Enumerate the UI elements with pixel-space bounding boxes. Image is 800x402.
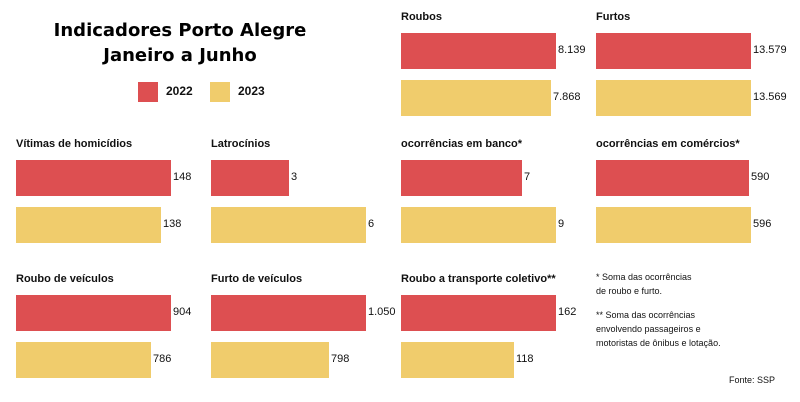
panel-9-value-2022: 162	[558, 306, 577, 318]
panel-1-title: Roubos	[401, 11, 442, 23]
panel-5-value-2023: 9	[558, 218, 565, 230]
panel-5: ocorrências em banco* 7 9	[401, 138, 591, 256]
panel-3: Vítimas de homicídios 148 138	[16, 138, 206, 256]
panel-2-value-2022: 13.579	[753, 44, 787, 56]
panel-7-value-2023: 786	[153, 353, 172, 365]
panel-7-bar-2022	[16, 295, 171, 331]
panel-7-title: Roubo de veículos	[16, 273, 114, 285]
panel-3-bar-2022	[16, 160, 171, 196]
panel-8-value-2022: 1.050	[368, 306, 396, 318]
panel-9-bar-2022	[401, 295, 556, 331]
footnotes: * Soma das ocorrências de roubo e furto.…	[596, 270, 796, 360]
panel-4: Latrocínios 3 6	[211, 138, 401, 256]
legend-label-2023: 2023	[238, 84, 265, 98]
panel-7: Roubo de veículos 904 786	[16, 273, 206, 391]
panel-9-value-2023: 118	[516, 353, 534, 365]
panel-8-value-2023: 798	[331, 353, 350, 365]
panel-6-bar-2023	[596, 207, 751, 243]
panel-3-title: Vítimas de homicídios	[16, 138, 133, 150]
panel-2-bar-2023	[596, 80, 751, 116]
chart-title: Indicadores Porto Alegre Janeiro a Junho	[30, 18, 330, 68]
panel-2: Furtos 13.579 13.569	[596, 11, 787, 129]
panel-4-value-2022: 3	[291, 171, 298, 183]
panel-7-bar-2023	[16, 342, 151, 378]
panel-1-bar-2022	[401, 33, 556, 69]
panel-6: ocorrências em comércios* 590 596	[596, 138, 786, 256]
panel-9-title: Roubo a transporte coletivo**	[401, 273, 556, 285]
panel-8-title: Furto de veículos	[211, 273, 303, 285]
panel-8-bar-2022	[211, 295, 366, 331]
footnote-2-line-3: motoristas de ônibus e lotação.	[596, 338, 721, 348]
panel-6-value-2023: 596	[753, 218, 772, 230]
panel-4-title: Latrocínios	[211, 138, 271, 150]
panel-5-value-2022: 7	[524, 171, 531, 183]
panel-8: Furto de veículos 1.050 798	[211, 273, 401, 391]
panel-9-bar-2023	[401, 342, 514, 378]
footnote-2: ** Soma das ocorrências envolvendo passa…	[596, 308, 796, 350]
source-credit: Fonte: SSP	[728, 375, 775, 385]
panel-2-bar-2022	[596, 33, 751, 69]
panel-9: Roubo a transporte coletivo** 162 118	[401, 273, 591, 391]
footnote-2-line-1: ** Soma das ocorrências	[596, 310, 696, 320]
panel-2-title: Furtos	[596, 11, 631, 23]
panel-8-bar-2023	[211, 342, 329, 378]
panel-6-title: ocorrências em comércios*	[596, 138, 740, 150]
panel-4-value-2023: 6	[368, 218, 375, 230]
panel-4-bar-2022	[211, 160, 289, 196]
panel-3-value-2022: 148	[173, 171, 192, 183]
footnote-2-line-2: envolvendo passageiros e	[596, 324, 701, 334]
panel-7-value-2022: 904	[173, 306, 192, 318]
legend-swatch-2023	[210, 82, 230, 102]
footnote-1: * Soma das ocorrências de roubo e furto.	[596, 270, 796, 298]
title-line-1: Indicadores Porto Alegre	[53, 20, 307, 41]
panel-1-value-2022: 8.139	[558, 44, 586, 56]
panel-1: Roubos 8.139 7.868	[401, 11, 591, 129]
panel-2-value-2023: 13.569	[753, 91, 787, 103]
panel-3-value-2023: 138	[163, 218, 182, 230]
panel-1-value-2023: 7.868	[553, 91, 581, 103]
panel-4-bar-2023	[211, 207, 366, 243]
panel-6-bar-2022	[596, 160, 749, 196]
footnote-1-line-1: * Soma das ocorrências	[596, 272, 692, 282]
footnote-1-line-2: de roubo e furto.	[596, 286, 663, 296]
legend-label-2022: 2022	[166, 84, 193, 98]
legend-swatch-2022	[138, 82, 158, 102]
panel-5-title: ocorrências em banco*	[401, 138, 523, 150]
panel-6-value-2022: 590	[751, 171, 770, 183]
panel-5-bar-2022	[401, 160, 522, 196]
panel-1-bar-2023	[401, 80, 551, 116]
panel-5-bar-2023	[401, 207, 556, 243]
title-line-2: Janeiro a Junho	[103, 45, 257, 66]
panel-3-bar-2023	[16, 207, 161, 243]
